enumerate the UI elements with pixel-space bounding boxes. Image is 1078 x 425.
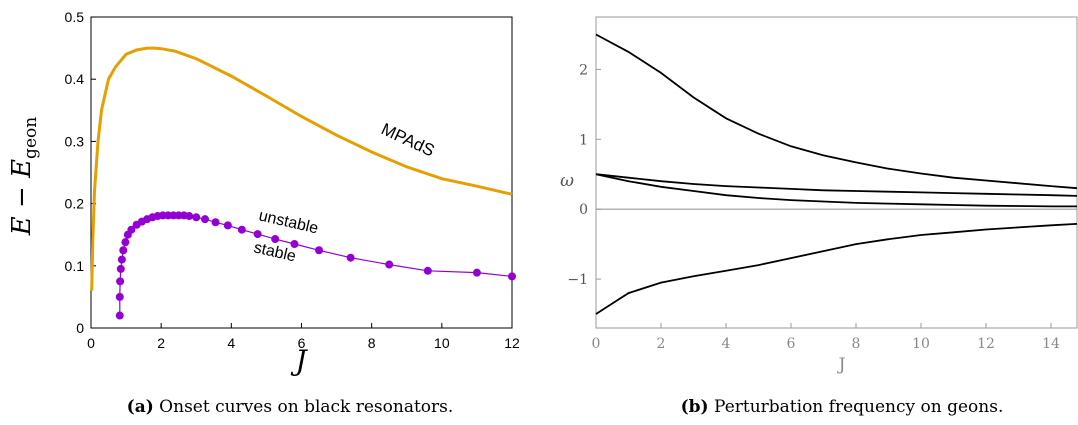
panel-b-x-tick-label: 14 [1042,336,1060,352]
onset-point [472,268,481,277]
panel-b-x-tick-label: 0 [592,336,601,352]
frequency-curve-2 [595,173,1078,197]
mpads-annotation: MPAdS [378,119,437,160]
panel-a-x-tick-label: 8 [368,335,376,351]
panel-b-y-tick-label: 0 [579,202,588,218]
onset-point [117,255,126,264]
panel-b-y-tick-label: 1 [579,132,588,148]
panel-a-plot-frame [90,16,513,329]
onset-point [115,311,124,320]
onset-point [315,246,324,255]
panel-a-x-axis-label: J [290,344,308,377]
onset-point [211,218,220,227]
panel-a-ylabel-main: E − E [7,159,37,236]
onset-point [116,264,125,273]
onset-point [127,225,136,234]
onset-point [201,215,210,224]
caption-b-text: Perturbation frequency on geons. [709,397,1004,417]
panel-a-y-tick-label: 0.2 [65,196,85,212]
panel-a-ticks: 0 2 4 6 8 10 12 0 0.1 0.2 0.3 0.4 0.5 [65,9,520,351]
panel-b-x-tick-label: 4 [722,336,731,352]
panel-a-y-tick-label: 0.1 [65,258,85,274]
onset-point [290,240,299,249]
panel-b-x-tick-label: 2 [657,336,666,352]
caption-b-label: (b) [681,397,709,417]
onset-point [271,235,280,244]
caption-a-label: (a) [127,397,154,417]
onset-point [192,213,201,222]
panel-a-x-tick-label: 12 [504,335,520,351]
unstable-annotation: unstable [257,207,320,237]
panel-a-x-tick-label: 4 [227,335,235,351]
onset-point [346,253,355,262]
frequency-curve-3 [595,173,1077,208]
panel-b-x-tick-label: 6 [787,336,796,352]
panel-b-y-axis-label: ω [560,171,574,191]
panel-a-ylabel-sub: geon [21,117,41,159]
onset-point [253,230,262,239]
panel-a-y-axis-label: E − Egeon [7,117,41,236]
series-line-mpads [90,46,513,291]
panel-a-series [90,46,516,320]
onset-point [115,292,124,301]
panel-b-plot-frame [595,16,1078,329]
panel-a-x-tick-label: 10 [434,335,450,351]
panel-b-x-tick-label: 8 [852,336,861,352]
panel-b-series [595,33,1078,315]
panel-b-y-tick-label: −1 [567,272,588,288]
panel-a-y-tick-label: 0 [76,320,84,336]
panel-b-x-tick-label: 12 [977,336,995,352]
frequency-curve-1 [595,33,1078,190]
onset-point [508,272,516,281]
onset-point [237,225,246,234]
caption-a-text: Onset curves on black resonators. [154,397,454,417]
frequency-curve-4 [595,223,1078,315]
svg-text:E − Egeon: E − Egeon [7,117,41,236]
onset-point [223,221,232,230]
caption-b: (b) Perturbation frequency on geons. [681,397,1004,417]
panel-a-y-tick-label: 0.4 [65,71,85,87]
onset-point [119,246,128,255]
onset-point [116,277,125,286]
panel-b-x-tick-label: 10 [912,336,930,352]
panel-a-x-tick-label: 6 [298,335,306,351]
onset-point [121,238,130,247]
onset-point [423,266,432,275]
onset-point [185,212,194,221]
panel-a-x-tick-label: 2 [157,335,165,351]
panel-a-y-tick-label: 0.3 [65,133,85,149]
panel-a-y-tick-label: 0.5 [65,9,85,25]
caption-a: (a) Onset curves on black resonators. [127,397,454,417]
panel-b-x-axis-label: J [837,355,846,375]
panel-a-chart: 0 2 4 6 8 10 12 0 0.1 0.2 0.3 0.4 0.5 MPAdS unstable… [7,9,520,377]
panel-b-y-tick-label: 2 [579,62,588,78]
panel-a-x-tick-label: 0 [87,335,95,351]
onset-point [385,260,394,269]
